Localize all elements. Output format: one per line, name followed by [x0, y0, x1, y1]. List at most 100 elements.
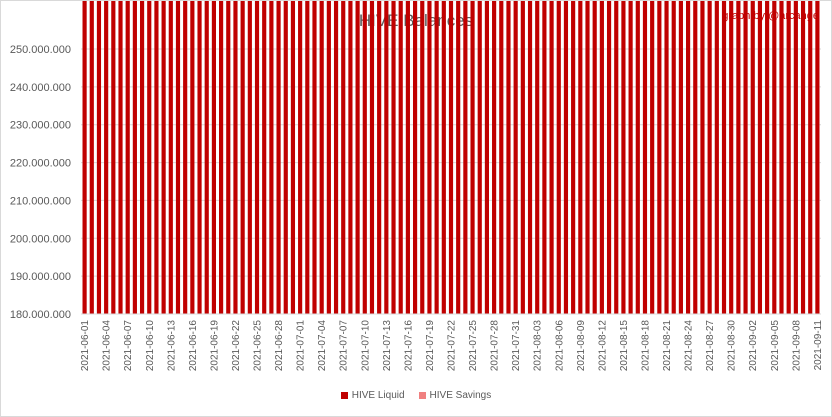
x-tick-label: 2021-08-21 — [662, 320, 673, 372]
x-tick-label: 2021-06-10 — [145, 320, 156, 372]
bar-liquid — [808, 1, 813, 314]
legend: HIVE Liquid HIVE Savings — [1, 390, 831, 401]
bar-liquid — [721, 1, 727, 314]
bar-liquid — [262, 1, 267, 314]
bar-liquid — [175, 1, 181, 314]
x-tick-label: 2021-06-04 — [102, 320, 113, 372]
legend-label-liquid: HIVE Liquid — [351, 390, 405, 401]
bar-liquid — [671, 1, 676, 314]
bar-liquid — [82, 1, 87, 314]
bar-liquid — [621, 1, 626, 314]
x-tick-label: 2021-07-22 — [447, 320, 458, 372]
bar-liquid — [650, 1, 655, 314]
bar-liquid — [118, 1, 123, 314]
bar-liquid — [736, 1, 741, 314]
bar-liquid — [312, 1, 317, 314]
bar-liquid — [219, 1, 224, 314]
bar-liquid — [700, 1, 705, 314]
bar-liquid — [96, 1, 102, 314]
bar-liquid — [606, 1, 612, 314]
bar-liquid — [247, 1, 252, 314]
x-tick-label: 2021-08-09 — [576, 320, 587, 372]
x-tick-label: 2021-07-31 — [511, 320, 522, 372]
x-tick-label: 2021-06-07 — [123, 320, 134, 372]
bar-liquid — [513, 1, 518, 314]
bar-liquid — [111, 1, 116, 314]
x-tick-label: 2021-06-19 — [209, 320, 220, 372]
x-tick-label: 2021-08-15 — [619, 320, 630, 372]
bar-liquid — [427, 1, 432, 314]
x-tick-label: 2021-08-03 — [533, 320, 544, 372]
x-tick-label: 2021-09-08 — [791, 320, 802, 372]
bar-liquid — [240, 1, 245, 314]
bar-liquid — [542, 1, 547, 314]
bar-liquid — [326, 1, 331, 314]
bar-liquid — [592, 1, 597, 314]
bar-liquid — [657, 1, 662, 314]
x-tick-label: 2021-07-07 — [339, 320, 350, 372]
bar-liquid — [635, 1, 640, 314]
bar-liquid — [535, 1, 540, 314]
bar-liquid — [793, 1, 798, 314]
x-tick-label: 2021-07-16 — [403, 320, 414, 372]
y-tick-label: 240.000.000 — [10, 82, 71, 94]
x-tick-label: 2021-06-01 — [80, 320, 91, 372]
x-tick-label: 2021-06-28 — [274, 320, 285, 372]
bar-liquid — [355, 1, 360, 314]
bar-liquid — [549, 1, 554, 314]
x-tick-label: 2021-07-10 — [360, 320, 371, 372]
bar-liquid — [614, 1, 619, 314]
bar-liquid — [441, 1, 446, 314]
bar-liquid — [527, 1, 533, 314]
legend-item-liquid: HIVE Liquid — [340, 390, 405, 401]
y-tick-label: 200.000.000 — [10, 233, 71, 245]
bar-liquid — [448, 1, 454, 314]
bar-liquid — [463, 1, 468, 314]
x-tick-label: 2021-07-04 — [317, 320, 328, 372]
x-tick-label: 2021-09-02 — [748, 320, 759, 372]
x-tick-label: 2021-06-22 — [231, 320, 242, 372]
bar-liquid — [743, 1, 748, 314]
bar-liquid — [226, 1, 231, 314]
bar-liquid — [815, 1, 820, 314]
x-tick-label: 2021-08-24 — [684, 320, 695, 372]
bar-liquid — [254, 1, 260, 314]
bar-liquid — [305, 1, 310, 314]
x-tick-label: 2021-08-06 — [554, 320, 565, 372]
bar-liquid — [183, 1, 188, 314]
bar-liquid — [499, 1, 504, 314]
bar-liquid — [664, 1, 669, 314]
bar-liquid — [484, 1, 490, 314]
y-tick-label: 210.000.000 — [10, 195, 71, 207]
bar-liquid — [161, 1, 166, 314]
x-tick-label: 2021-07-13 — [382, 320, 393, 372]
bar-liquid — [391, 1, 396, 314]
bar-liquid — [154, 1, 159, 314]
bar-liquid — [333, 1, 339, 314]
x-tick-label: 2021-06-16 — [188, 320, 199, 372]
bar-liquid — [599, 1, 604, 314]
bar-liquid — [190, 1, 195, 314]
y-tick-label: 220.000.000 — [10, 158, 71, 170]
bar-liquid — [779, 1, 784, 314]
bar-liquid — [412, 1, 418, 314]
legend-item-savings: HIVE Savings — [418, 390, 492, 401]
x-tick-label: 2021-07-28 — [490, 320, 501, 372]
bar-liquid — [139, 1, 145, 314]
bar-liquid — [319, 1, 324, 314]
x-tick-label: 2021-06-13 — [166, 320, 177, 372]
bar-liquid — [693, 1, 698, 314]
legend-label-savings: HIVE Savings — [429, 390, 492, 401]
bar-liquid — [348, 1, 353, 314]
bar-liquid — [269, 1, 274, 314]
bar-liquid — [678, 1, 683, 314]
bar-liquid — [283, 1, 288, 314]
bar-liquid — [563, 1, 569, 314]
bar-liquid — [714, 1, 719, 314]
bar-liquid — [757, 1, 763, 315]
bar-liquid — [686, 1, 691, 314]
bar-liquid — [211, 1, 216, 314]
bar-liquid — [707, 1, 712, 314]
